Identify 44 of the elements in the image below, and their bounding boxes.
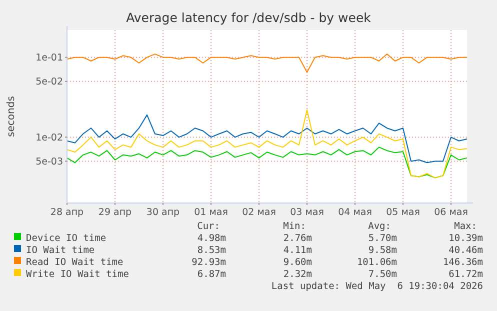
- legend-label: Read IO Wait time: [26, 257, 124, 268]
- text: Avg:: [368, 221, 391, 232]
- text: 40.46m: [448, 245, 484, 256]
- y-tick-label: 1e-01: [36, 52, 63, 64]
- x-tick-label: 29 апр: [98, 207, 132, 218]
- y-tick-label: 5e-03: [36, 156, 63, 168]
- legend-label: Write IO Wait time: [26, 269, 130, 280]
- text: 10.39m: [448, 233, 484, 244]
- text: 101.06m: [356, 257, 398, 268]
- line-series: [66, 54, 468, 73]
- x-tick-label: 03 мая: [290, 207, 324, 218]
- y-tick-label: 1e-02: [36, 132, 63, 144]
- text: 2.76m: [283, 233, 312, 244]
- text: Min:: [283, 221, 306, 232]
- x-tick-label: 01 мая: [194, 207, 228, 218]
- text: 4.98m: [197, 233, 226, 244]
- legend-label: Device IO time: [26, 233, 106, 244]
- text: 9.58m: [368, 245, 398, 256]
- x-tick-label: 28 апр: [50, 207, 84, 218]
- line-series: [66, 146, 468, 178]
- x-tick-label: 30 апр: [146, 207, 180, 218]
- text: Max:: [454, 221, 477, 232]
- legend-label: IO Wait time: [26, 245, 95, 256]
- text: 92.93m: [192, 257, 226, 268]
- x-tick-label: 04 мая: [338, 207, 372, 218]
- text: 5.70m: [368, 233, 398, 244]
- text: 7.50m: [368, 269, 398, 280]
- y-tick-label: 5e-02: [36, 76, 63, 88]
- x-tick-label: 05 мая: [386, 207, 420, 218]
- text: Last update: Wed May 6 19:30:04 2026: [271, 281, 484, 292]
- chart-title: Average latency for /dev/sdb - by week: [126, 10, 372, 25]
- x-tick-label: 06 мая: [434, 207, 468, 218]
- text: 8.53m: [197, 245, 226, 256]
- line-series: [66, 114, 468, 164]
- text: 6.87m: [197, 269, 226, 280]
- text: 146.36m: [442, 257, 484, 268]
- text: 9.60m: [283, 257, 312, 268]
- line-series: [66, 109, 468, 178]
- y-axis-title: seconds: [6, 96, 17, 137]
- text: 4.11m: [283, 245, 312, 256]
- text: 61.72m: [448, 269, 484, 280]
- x-tick-label: 02 мая: [242, 207, 276, 218]
- text: 2.32m: [283, 269, 312, 280]
- text: Cur:: [197, 221, 220, 232]
